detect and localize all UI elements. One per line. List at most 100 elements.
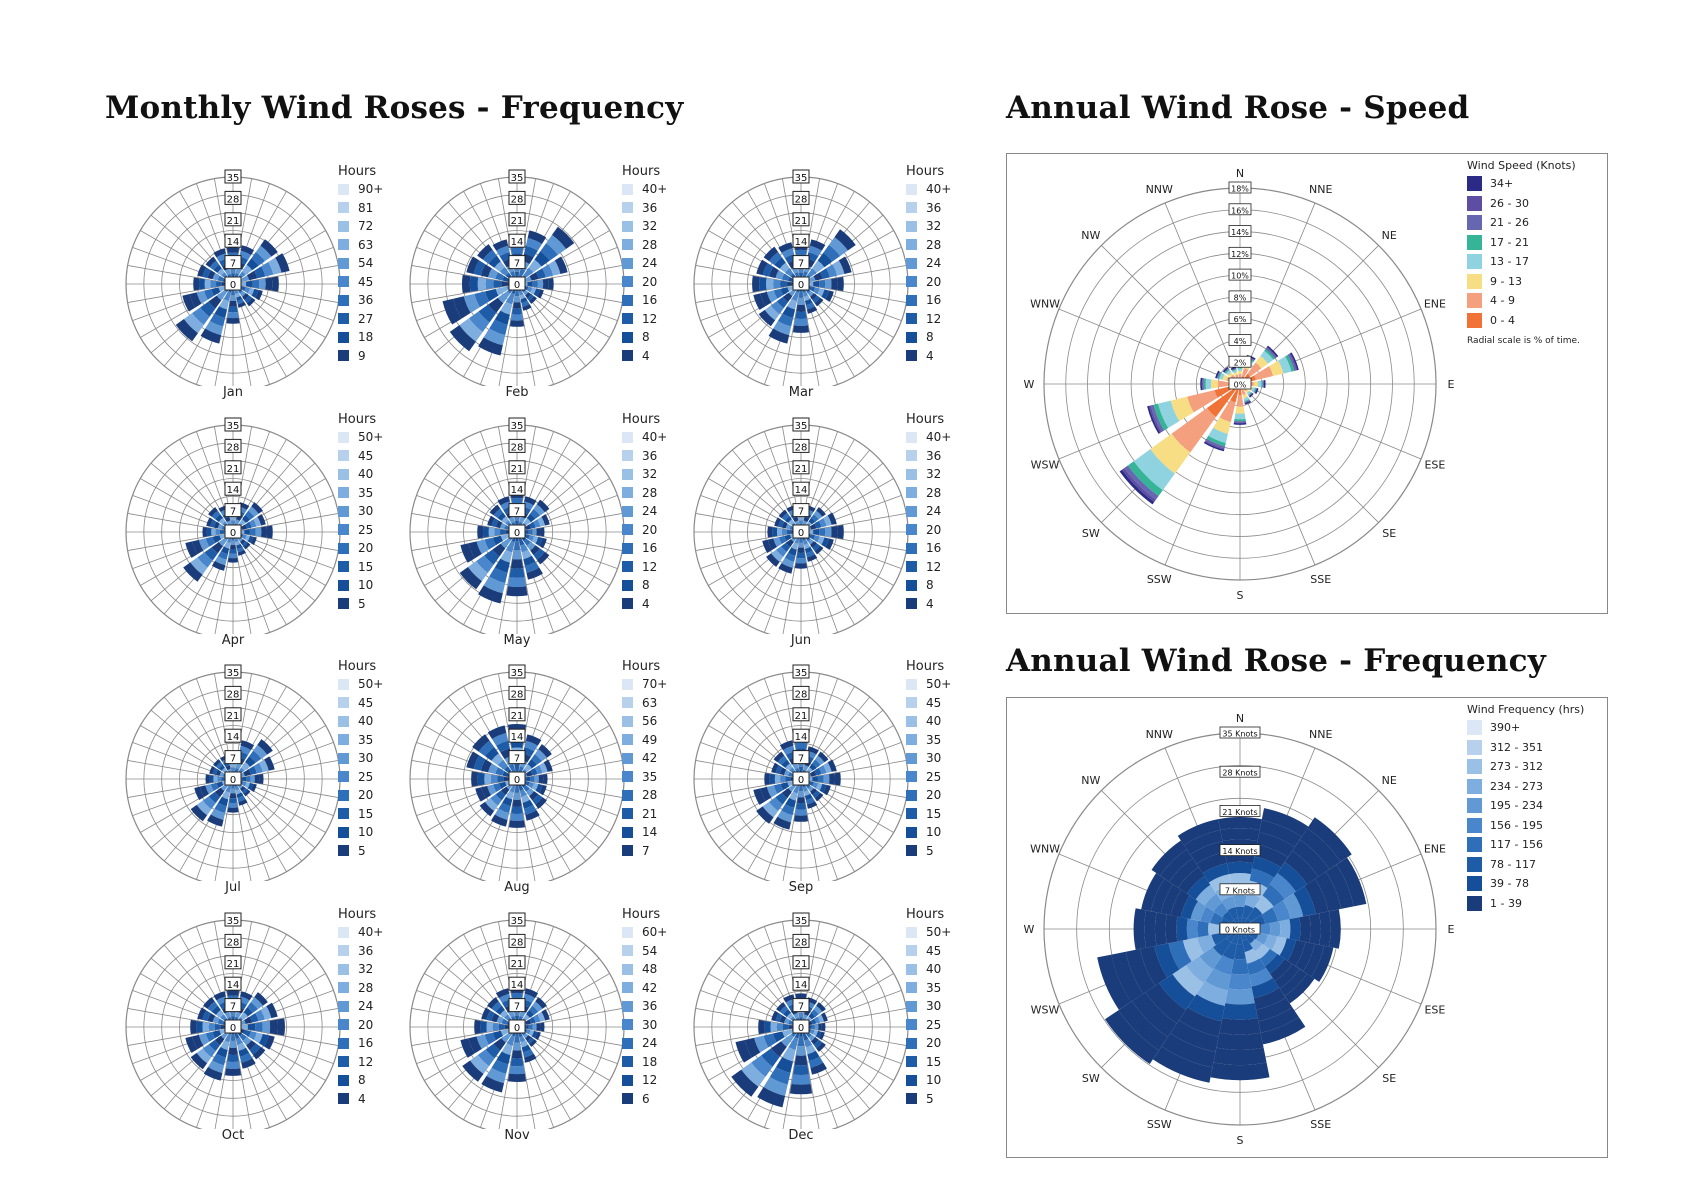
speed-petal-segment bbox=[1248, 392, 1254, 398]
legend-entry: 81 bbox=[338, 199, 402, 218]
wind-petal-segment bbox=[206, 517, 213, 527]
legend-entry: 10 bbox=[906, 823, 970, 842]
legend-label: 4 - 9 bbox=[1490, 294, 1515, 308]
wind-petal-segment bbox=[487, 784, 497, 796]
wind-petal-segment bbox=[255, 527, 262, 537]
wind-petal-segment bbox=[234, 537, 239, 543]
radial-tick-label: 0 bbox=[514, 528, 520, 539]
speed-petal-segment bbox=[1242, 393, 1248, 399]
wind-petal-segment bbox=[241, 776, 247, 782]
wind-petal-segment bbox=[474, 1019, 481, 1035]
wind-petal-segment bbox=[227, 311, 239, 319]
wind-petal-segment bbox=[805, 1044, 816, 1055]
radial-tick: 28 bbox=[792, 685, 810, 700]
radial-tick: 4% bbox=[1228, 334, 1252, 346]
frequency-petal-segment bbox=[1287, 940, 1306, 967]
wind-petal-segment bbox=[461, 274, 471, 294]
wind-petal-segment bbox=[241, 1058, 256, 1069]
wind-petal-segment bbox=[773, 751, 785, 763]
radial-tick-label: 7 bbox=[514, 754, 520, 765]
wind-petal-segment bbox=[771, 549, 784, 562]
wind-petal-segment bbox=[761, 1048, 780, 1067]
legend-label: 36 bbox=[642, 999, 658, 1014]
legend-swatch bbox=[338, 505, 349, 517]
grid-spoke bbox=[232, 283, 339, 303]
wind-petal-segment bbox=[207, 1013, 216, 1023]
wind-petal-segment bbox=[239, 1052, 253, 1063]
grid-spoke bbox=[695, 778, 802, 798]
wind-petal-segment bbox=[781, 273, 790, 282]
wind-petal-segment bbox=[241, 787, 248, 794]
wind-petal-segment bbox=[523, 555, 536, 567]
wind-petal-segment bbox=[236, 295, 243, 302]
wind-petal-segment bbox=[554, 256, 568, 274]
legend-entry: 5 bbox=[338, 842, 402, 861]
legend-entry: 273 - 312 bbox=[1467, 757, 1605, 777]
grid-spoke bbox=[232, 283, 252, 386]
wind-petal-segment bbox=[488, 763, 499, 774]
wind-petal-segment bbox=[523, 1033, 529, 1039]
speed-petal-segment bbox=[1237, 367, 1243, 369]
wind-petal-segment bbox=[190, 804, 208, 822]
grid-spoke bbox=[127, 531, 234, 551]
wind-petal-segment bbox=[817, 751, 829, 763]
frequency-petal-segment bbox=[1154, 943, 1180, 978]
legend-swatch bbox=[906, 257, 917, 269]
wind-petal-segment bbox=[805, 302, 815, 310]
legend-label: 40+ bbox=[926, 430, 952, 445]
legend-label: 16 bbox=[926, 541, 942, 556]
wind-petal-segment bbox=[245, 521, 252, 529]
frequency-petal-segment bbox=[1222, 942, 1237, 960]
legend-label: 20 bbox=[926, 788, 942, 803]
wind-petal-segment bbox=[817, 536, 825, 545]
wind-petal-segment bbox=[758, 1019, 765, 1035]
wind-petal-segment bbox=[774, 517, 781, 527]
legend-label: 30 bbox=[926, 999, 942, 1014]
wind-petal-segment bbox=[495, 520, 503, 529]
frequency-petal-segment bbox=[1196, 981, 1228, 1006]
wind-petal-segment bbox=[777, 313, 794, 327]
frequency-petal-segment bbox=[1221, 896, 1236, 911]
grid-spoke bbox=[516, 1026, 623, 1046]
legend-entry: 50+ bbox=[338, 675, 402, 694]
wind-petal-segment bbox=[781, 248, 795, 259]
frequency-petal-segment bbox=[1304, 878, 1329, 914]
wind-petal-segment bbox=[811, 1018, 817, 1025]
grid-spoke bbox=[498, 778, 518, 881]
legend-label: 1 - 39 bbox=[1490, 896, 1522, 910]
speed-petal-segment bbox=[1211, 379, 1219, 389]
wind-petal-segment bbox=[535, 797, 547, 809]
legend-label: 273 - 312 bbox=[1490, 760, 1543, 774]
wind-petal-segment bbox=[521, 1044, 531, 1053]
wind-petal-segment bbox=[202, 267, 211, 279]
wind-petal-segment bbox=[244, 295, 253, 304]
grid-spoke bbox=[695, 513, 802, 533]
legend-label: 35 bbox=[358, 485, 374, 500]
radial-tick: 14 bbox=[224, 233, 242, 248]
wind-petal-segment bbox=[533, 1014, 541, 1023]
radial-tick-label: 21 bbox=[227, 464, 240, 475]
legend-label: 4 bbox=[642, 596, 650, 611]
wind-petal-segment bbox=[249, 1043, 261, 1055]
wind-petal-segment bbox=[488, 255, 501, 268]
grid-spoke bbox=[1101, 245, 1241, 385]
wind-petal-segment bbox=[236, 546, 245, 553]
legend-label: 50+ bbox=[358, 430, 384, 445]
legend-swatch bbox=[622, 1074, 633, 1086]
wind-petal-segment bbox=[797, 791, 805, 798]
legend-entry: 12 bbox=[622, 1071, 686, 1090]
radial-tick-label: 14 Knots bbox=[1222, 847, 1257, 856]
radial-tick-box bbox=[792, 976, 810, 991]
wind-petal-segment bbox=[235, 762, 243, 770]
legend-entry: 4 bbox=[622, 595, 686, 614]
wind-petal-segment bbox=[225, 765, 231, 771]
speed-petal-segment bbox=[1260, 350, 1274, 364]
frequency-petal-segment bbox=[1169, 858, 1199, 888]
wind-petal-segment bbox=[771, 762, 779, 774]
legend-label: 8 bbox=[642, 330, 650, 345]
wind-petal-segment bbox=[494, 261, 505, 272]
legend-swatch bbox=[622, 752, 633, 764]
radial-tick-label: 28 bbox=[795, 689, 808, 700]
wind-petal-segment bbox=[508, 820, 526, 828]
wind-petal-segment bbox=[771, 1010, 779, 1022]
